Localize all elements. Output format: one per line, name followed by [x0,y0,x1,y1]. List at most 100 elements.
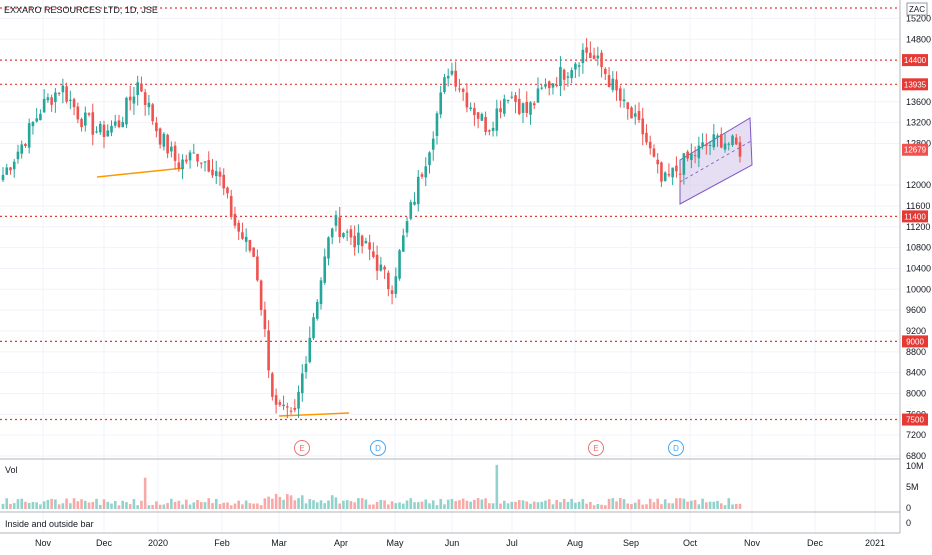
volume-bar [125,502,128,509]
volume-bar [42,501,46,509]
time-axis-label: Feb [214,538,230,548]
dividend-event-marker[interactable]: D [668,440,684,456]
volume-bar [428,503,431,509]
volume-bar [181,504,184,509]
candle-body [547,81,551,89]
candle-body [203,161,207,163]
candle-body [559,67,562,86]
volume-axis-tick: 5M [906,482,919,492]
candle-body [132,96,136,104]
symbol-title[interactable]: EXXARO RESOURCES LTD, 1D, JSE [4,5,158,15]
volume-bar [1,503,5,509]
candle-body [484,116,487,132]
candle-body [536,88,540,103]
candle-body [188,152,192,161]
volume-bar [581,499,585,509]
price-axis-tick: 11600 [906,201,930,211]
volume-axis: 10M 5M 0 [906,461,924,513]
candle-body [607,75,611,88]
volume-bar [271,498,274,509]
volume-bar [439,498,443,509]
candle-body [304,363,308,372]
volume-bar [162,504,166,509]
volume-bar [327,500,330,509]
volume-bar [338,503,342,509]
candle-body [274,395,278,405]
volume-bar [607,498,611,509]
candle-body [525,101,529,114]
price-axis-tick: 10800 [906,243,931,253]
dividend-event-marker[interactable]: D [370,440,386,456]
volume-bar [297,498,300,509]
time-axis-label: Dec [807,538,824,548]
level-label: 7500 [906,416,924,425]
level-label-bg [902,54,928,67]
level-label-bg [902,210,928,223]
candle-body [633,113,637,117]
candle-body [738,142,742,157]
candle-body [645,132,648,143]
volume-bar [259,505,263,509]
volume-bar [147,505,151,509]
candle-body [211,169,214,176]
volume-bar [128,504,132,509]
candle-body [637,110,641,120]
candle-body [300,373,304,394]
volume-bar [390,501,394,509]
candle-body [544,84,547,87]
candle-body [233,213,237,226]
volume-bar [121,500,125,509]
volume-bar [517,500,521,509]
horizontal-levels [0,7,900,421]
time-axis-label: Aug [567,538,583,548]
volume-bar [192,502,196,509]
candle-body [357,232,360,246]
volume-bar [648,498,652,509]
candle-body [9,167,12,171]
candle-body [342,233,345,238]
candle-body [84,112,87,126]
candle-body [387,272,390,290]
volume-bar [416,502,420,509]
volume-bar [738,503,742,509]
volume-bar [450,499,454,509]
volume-bar [80,499,83,509]
volume-bar [16,499,20,509]
earnings-event-marker[interactable]: E [294,440,310,456]
candle-body [80,118,83,128]
volume-bar [69,503,72,509]
candle-body [401,235,405,252]
indicator-pane: Inside and outside bar [0,511,900,534]
volume-bar [667,503,671,509]
volume-bar [510,501,514,509]
level-label-bg [902,78,928,91]
time-axis-label: Oct [683,538,698,548]
volume-bar [263,498,267,509]
candle-body [727,143,731,145]
volume-bar [592,505,596,509]
candle-body [398,250,401,279]
candle-body [589,52,592,59]
volume-bar [701,498,704,509]
time-axis: Nov Dec 2020 Feb Mar Apr May Jun Jul Aug Sep Oct Nov… [35,538,885,548]
candle-body [491,127,495,131]
candle-body [600,52,603,68]
candle-body [708,144,712,146]
price-axis-tick: 8000 [906,388,926,398]
volume-bar [633,502,637,509]
candle-body [465,92,469,108]
candle-body [630,107,633,119]
candle-body [65,86,68,102]
time-axis-label: Nov [35,538,52,548]
candle-body [383,266,386,270]
candle-body [521,103,525,113]
earnings-event-marker[interactable]: E [588,440,604,456]
volume-bar [473,499,476,509]
volume-bar [110,503,113,509]
price-axis-tick: 9600 [906,305,926,315]
volume-bar [529,503,532,509]
volume-bar [364,499,368,509]
volume-bar [151,504,154,509]
event-marker-letter: D [375,444,381,453]
